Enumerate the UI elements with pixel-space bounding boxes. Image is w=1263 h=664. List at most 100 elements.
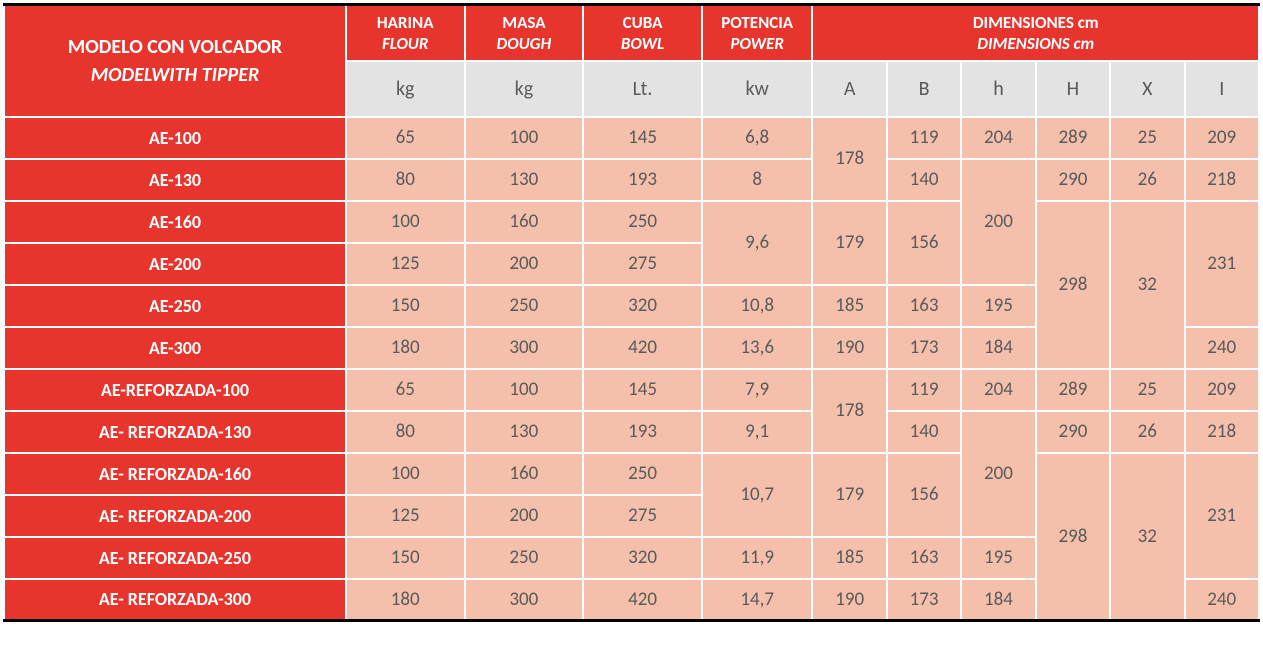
cell-dim-b: 156	[887, 201, 961, 285]
cell-power: 13,6	[702, 327, 813, 369]
cell-flour: 125	[346, 243, 465, 285]
cell-bowl: 250	[583, 453, 702, 495]
dim-label-hh: H	[1036, 61, 1110, 117]
cell-bowl: 250	[583, 201, 702, 243]
cell-dough: 130	[465, 159, 584, 201]
unit-flour: kg	[346, 61, 465, 117]
cell-dim-i: 209	[1185, 117, 1260, 159]
row-model-label: AE- REFORZADA-200	[4, 495, 346, 537]
dim-label-i: I	[1185, 61, 1260, 117]
cell-dim-hh: 290	[1036, 411, 1110, 453]
dim-label-a: A	[812, 61, 886, 117]
cell-dough: 300	[465, 327, 584, 369]
cell-power: 10,7	[702, 453, 813, 537]
col-header-power: POTENCIA POWER	[702, 5, 813, 61]
cell-dim-x: 32	[1110, 453, 1184, 621]
cell-bowl: 320	[583, 537, 702, 579]
cell-bowl: 320	[583, 285, 702, 327]
cell-power: 14,7	[702, 579, 813, 621]
cell-flour: 65	[346, 369, 465, 411]
col-header-flour-en: FLOUR	[347, 33, 464, 54]
cell-dim-b: 119	[887, 117, 961, 159]
col-header-dimensions: DIMENSIONES cm DIMENSIONS cm	[812, 5, 1259, 61]
cell-flour: 125	[346, 495, 465, 537]
row-model-label: AE-160	[4, 201, 346, 243]
dim-label-h: h	[961, 61, 1035, 117]
cell-dim-hh: 289	[1036, 369, 1110, 411]
col-header-dough-en: DOUGH	[466, 33, 583, 54]
cell-dim-a: 185	[812, 285, 886, 327]
col-header-dough-es: MASA	[502, 12, 545, 33]
col-header-model-en: MODELWITH TIPPER	[5, 61, 345, 89]
cell-dough: 200	[465, 495, 584, 537]
cell-dough: 300	[465, 579, 584, 621]
cell-flour: 80	[346, 159, 465, 201]
cell-flour: 65	[346, 117, 465, 159]
cell-dim-x: 25	[1110, 117, 1184, 159]
cell-bowl: 275	[583, 243, 702, 285]
spec-table: MODELO CON VOLCADOR MODELWITH TIPPER HAR…	[3, 3, 1260, 622]
cell-power: 9,6	[702, 201, 813, 285]
col-header-dimensions-es: DIMENSIONES cm	[973, 12, 1099, 33]
unit-power: kw	[702, 61, 813, 117]
cell-bowl: 193	[583, 411, 702, 453]
cell-dim-b: 173	[887, 327, 961, 369]
cell-dim-x: 26	[1110, 411, 1184, 453]
cell-dim-i: 209	[1185, 369, 1260, 411]
cell-dim-x: 32	[1110, 201, 1184, 369]
col-header-power-en: POWER	[703, 33, 812, 54]
row-model-label: AE- REFORZADA-160	[4, 453, 346, 495]
cell-bowl: 145	[583, 369, 702, 411]
cell-power: 11,9	[702, 537, 813, 579]
cell-dim-i: 231	[1185, 201, 1260, 327]
cell-dim-b: 140	[887, 411, 961, 453]
cell-dough: 160	[465, 201, 584, 243]
col-header-flour: HARINA FLOUR	[346, 5, 465, 61]
col-header-bowl-es: CUBA	[623, 12, 663, 33]
cell-power: 8	[702, 159, 813, 201]
cell-dim-b: 119	[887, 369, 961, 411]
cell-dim-i: 240	[1185, 327, 1260, 369]
cell-dim-a: 178	[812, 117, 886, 201]
cell-dough: 100	[465, 369, 584, 411]
col-header-bowl-en: BOWL	[584, 33, 701, 54]
cell-dim-hh: 298	[1036, 453, 1110, 621]
row-model-label: AE-100	[4, 117, 346, 159]
table-row: AE- REFORZADA-16010016025010,71791562983…	[4, 453, 1259, 495]
cell-dim-x: 25	[1110, 369, 1184, 411]
cell-dim-b: 140	[887, 159, 961, 201]
cell-dough: 250	[465, 285, 584, 327]
cell-flour: 100	[346, 201, 465, 243]
row-model-label: AE- REFORZADA-250	[4, 537, 346, 579]
table-row: AE-100651001456,817811920428925209	[4, 117, 1259, 159]
cell-flour: 180	[346, 579, 465, 621]
table-row: AE-REFORZADA-100651001457,91781192042892…	[4, 369, 1259, 411]
cell-dough: 100	[465, 117, 584, 159]
dim-label-x: X	[1110, 61, 1184, 117]
cell-dim-h: 204	[961, 369, 1035, 411]
cell-dim-h: 184	[961, 579, 1035, 621]
cell-flour: 80	[346, 411, 465, 453]
row-model-label: AE-250	[4, 285, 346, 327]
cell-dim-i: 231	[1185, 453, 1260, 579]
cell-dim-a: 190	[812, 579, 886, 621]
cell-dim-hh: 298	[1036, 201, 1110, 369]
cell-power: 7,9	[702, 369, 813, 411]
col-header-dough: MASA DOUGH	[465, 5, 584, 61]
cell-dim-h: 195	[961, 285, 1035, 327]
cell-bowl: 193	[583, 159, 702, 201]
cell-bowl: 420	[583, 327, 702, 369]
cell-flour: 150	[346, 537, 465, 579]
cell-dim-hh: 290	[1036, 159, 1110, 201]
cell-dim-h: 184	[961, 327, 1035, 369]
cell-dough: 200	[465, 243, 584, 285]
col-header-model-es: MODELO CON VOLCADOR	[68, 35, 282, 59]
cell-dim-b: 173	[887, 579, 961, 621]
row-model-label: AE- REFORZADA-130	[4, 411, 346, 453]
cell-bowl: 420	[583, 579, 702, 621]
cell-power: 10,8	[702, 285, 813, 327]
row-model-label: AE-REFORZADA-100	[4, 369, 346, 411]
row-model-label: AE-300	[4, 327, 346, 369]
table-row: AE-1601001602509,617915629832231	[4, 201, 1259, 243]
cell-dim-a: 179	[812, 453, 886, 537]
